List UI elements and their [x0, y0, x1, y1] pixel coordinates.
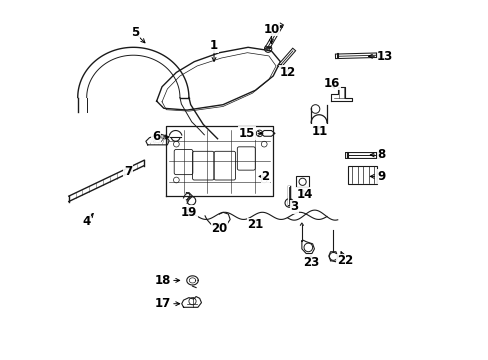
Text: 17: 17 — [154, 297, 171, 310]
Text: 2: 2 — [261, 170, 269, 183]
Text: 10: 10 — [263, 23, 279, 36]
Text: 9: 9 — [376, 170, 385, 183]
Text: 14: 14 — [296, 188, 312, 201]
Text: 12: 12 — [279, 66, 295, 79]
Text: 7: 7 — [123, 165, 132, 177]
Text: 6: 6 — [152, 130, 160, 144]
Text: 5: 5 — [131, 27, 139, 40]
Text: 13: 13 — [376, 50, 393, 63]
Text: 15: 15 — [239, 127, 255, 140]
Text: 21: 21 — [246, 218, 263, 231]
Text: 1: 1 — [209, 39, 218, 52]
Text: 18: 18 — [154, 274, 171, 287]
Text: 3: 3 — [290, 201, 298, 213]
Text: 8: 8 — [376, 148, 385, 161]
Text: 4: 4 — [82, 215, 91, 228]
Text: 11: 11 — [311, 125, 327, 138]
Text: 23: 23 — [302, 256, 318, 269]
Text: 22: 22 — [336, 254, 352, 267]
Text: 16: 16 — [324, 77, 340, 90]
Text: 19: 19 — [181, 206, 197, 219]
Text: 20: 20 — [211, 222, 227, 235]
